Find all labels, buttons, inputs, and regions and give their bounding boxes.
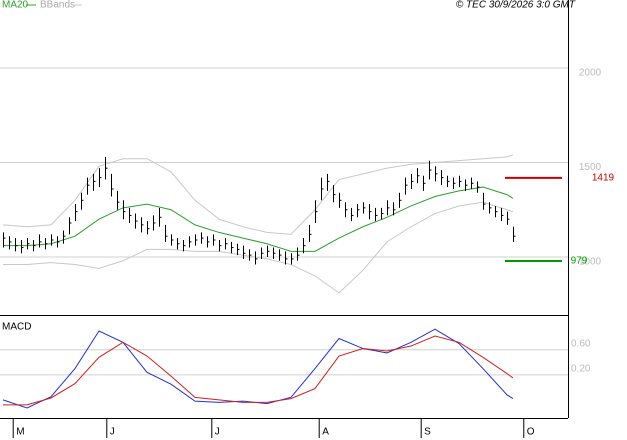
y-tick-label: 1000 xyxy=(579,257,602,268)
copyright: © TEC 30/9/2026 3:0 GMT xyxy=(456,0,576,11)
macd-line xyxy=(2,335,514,406)
x-tick-label: A xyxy=(322,427,329,438)
level-label: 979 xyxy=(571,256,588,267)
x-tick-label: O xyxy=(527,427,535,438)
band-upper xyxy=(2,154,514,235)
x-tick-label: J xyxy=(110,427,115,438)
x-tick-label: S xyxy=(424,427,431,438)
level-label: 1419 xyxy=(592,172,615,183)
band-lower xyxy=(2,201,514,294)
y-tick-label: 0.20 xyxy=(571,363,591,374)
y-tick-label: 2000 xyxy=(579,68,602,79)
y-tick-label: 0.60 xyxy=(571,338,591,349)
x-tick-label: M xyxy=(16,427,24,438)
legend-bbands: BBands xyxy=(40,0,75,11)
legend-ma20: MA20 xyxy=(2,0,29,11)
ma-line xyxy=(2,186,514,252)
macd-line xyxy=(2,328,514,409)
y-tick-label: 1500 xyxy=(579,162,602,173)
macd-title: MACD xyxy=(2,322,31,333)
x-tick-label: J xyxy=(215,427,220,438)
